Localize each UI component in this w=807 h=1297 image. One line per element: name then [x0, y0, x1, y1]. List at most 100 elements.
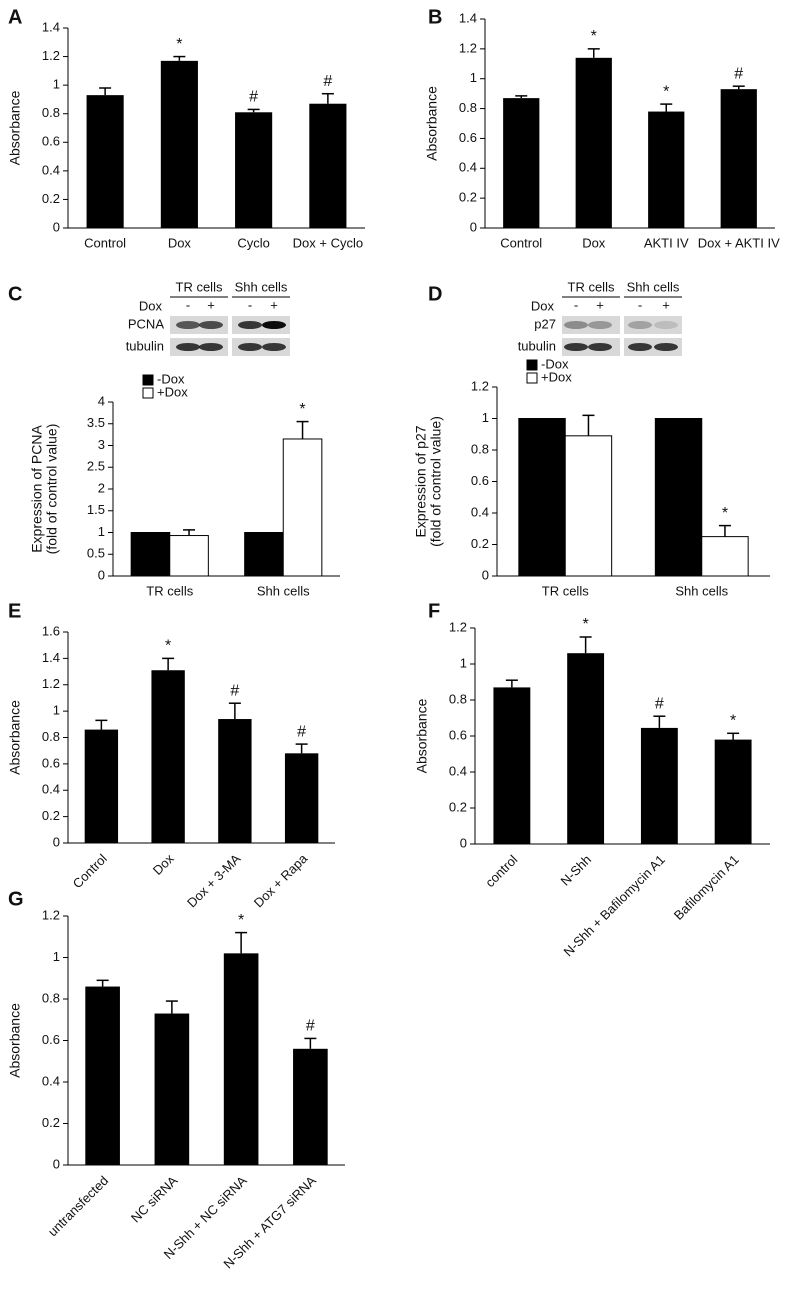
- y-tick-label: 1.6: [42, 623, 60, 638]
- panel-label: D: [428, 283, 442, 305]
- y-tick-label: 1: [482, 410, 489, 425]
- y-tick-label: 1: [53, 77, 60, 92]
- y-tick-label: 0.4: [459, 160, 477, 175]
- annotation: #: [306, 1018, 315, 1035]
- y-tick-label: 2: [98, 480, 105, 495]
- x-tick-label: Control: [70, 851, 110, 891]
- x-tick-label: Dox: [168, 235, 192, 250]
- bar: [235, 112, 273, 228]
- x-tick-label: Dox: [582, 235, 606, 250]
- bar: [151, 670, 185, 843]
- annotation: #: [249, 89, 258, 106]
- bar: [720, 89, 757, 229]
- y-tick-label: 0.4: [471, 504, 489, 519]
- panel-label: G: [8, 888, 24, 910]
- panel-label: E: [8, 600, 21, 622]
- legend-label: -Dox: [541, 356, 569, 371]
- blot-band: [199, 321, 223, 329]
- x-tick-label: Dox + Rapa: [251, 850, 311, 910]
- x-tick-label: Dox + AKTI IV: [698, 235, 780, 250]
- y-tick-label: 1: [470, 70, 477, 85]
- blot-row-label: tubulin: [518, 338, 556, 353]
- blot-panel: [562, 316, 620, 334]
- blot-band: [564, 343, 588, 351]
- y-tick-label: 0.5: [87, 546, 105, 561]
- bar: [567, 653, 605, 844]
- y-tick-label: 0.4: [42, 162, 60, 177]
- y-tick-label: 0.8: [42, 990, 60, 1005]
- blot-band: [588, 343, 612, 351]
- y-tick-label: 3: [98, 437, 105, 452]
- blot-sign: -: [574, 297, 578, 312]
- y-axis-label: (fold of control value): [428, 416, 444, 547]
- panel-label: F: [428, 600, 440, 622]
- bar: [575, 57, 612, 228]
- y-tick-label: 0.6: [459, 130, 477, 145]
- y-axis-label: Absorbance: [424, 86, 440, 161]
- y-tick-label: 1.2: [459, 40, 477, 55]
- y-tick-label: 1: [53, 703, 60, 718]
- bar: [714, 739, 752, 844]
- blot-band: [238, 343, 262, 351]
- blot-sign: +: [596, 297, 604, 312]
- blot-row-label: p27: [534, 316, 556, 331]
- blot-treatment: Dox: [531, 298, 555, 313]
- bar: [493, 687, 531, 844]
- y-tick-label: 0.2: [42, 191, 60, 206]
- legend-label: -Dox: [157, 371, 185, 386]
- blot-group: TR cells: [176, 279, 223, 294]
- x-tick-label: Shh cells: [257, 583, 310, 598]
- y-tick-label: 0.2: [449, 799, 467, 814]
- blot-band: [262, 343, 286, 351]
- y-tick-label: 0.8: [459, 100, 477, 115]
- x-tick-label: Dox + Cyclo: [293, 235, 363, 250]
- bar: [130, 532, 171, 577]
- bar: [282, 438, 323, 577]
- annotation: #: [655, 695, 664, 712]
- y-tick-label: 4: [98, 393, 105, 408]
- y-tick-label: 1.2: [42, 676, 60, 691]
- x-tick-label: TR cells: [146, 583, 193, 598]
- legend-label: +Dox: [157, 384, 188, 399]
- x-tick-label: TR cells: [542, 583, 589, 598]
- legend-swatch: [142, 374, 154, 386]
- bar: [654, 418, 703, 577]
- blot-sign: -: [638, 297, 642, 312]
- bar: [223, 953, 259, 1165]
- blot-band: [238, 321, 262, 329]
- blot-sign: -: [248, 297, 252, 312]
- legend-swatch: [526, 359, 538, 371]
- bar: [648, 111, 685, 228]
- y-tick-label: 0: [53, 834, 60, 849]
- y-tick-label: 1.2: [42, 48, 60, 63]
- bar: [284, 753, 319, 843]
- annotation: *: [176, 36, 182, 53]
- y-tick-label: 1.2: [42, 907, 60, 922]
- y-tick-label: 1.2: [471, 378, 489, 393]
- blot-sign: +: [662, 297, 670, 312]
- blot-row-label: tubulin: [126, 338, 164, 353]
- blot-band: [654, 343, 678, 351]
- y-axis-label: Expression of PCNA: [29, 425, 45, 553]
- blot-band: [199, 343, 223, 351]
- y-axis-label: Absorbance: [7, 90, 23, 165]
- bar: [564, 435, 613, 577]
- y-tick-label: 0.6: [449, 727, 467, 742]
- y-tick-label: 0: [470, 219, 477, 234]
- blot-sign: -: [186, 297, 190, 312]
- blot-sign: +: [207, 297, 215, 312]
- legend-swatch: [526, 372, 538, 384]
- annotation: *: [663, 83, 669, 100]
- bar: [160, 60, 198, 228]
- y-tick-label: 0.6: [42, 134, 60, 149]
- blot-panel: [624, 338, 682, 356]
- y-tick-label: 0.8: [42, 729, 60, 744]
- x-tick-label: untransfected: [45, 1173, 111, 1239]
- blot-group: TR cells: [568, 279, 615, 294]
- blot-row-label: PCNA: [128, 316, 164, 331]
- annotation: *: [299, 401, 305, 418]
- blot-group: Shh cells: [235, 279, 288, 294]
- y-tick-label: 0.8: [471, 441, 489, 456]
